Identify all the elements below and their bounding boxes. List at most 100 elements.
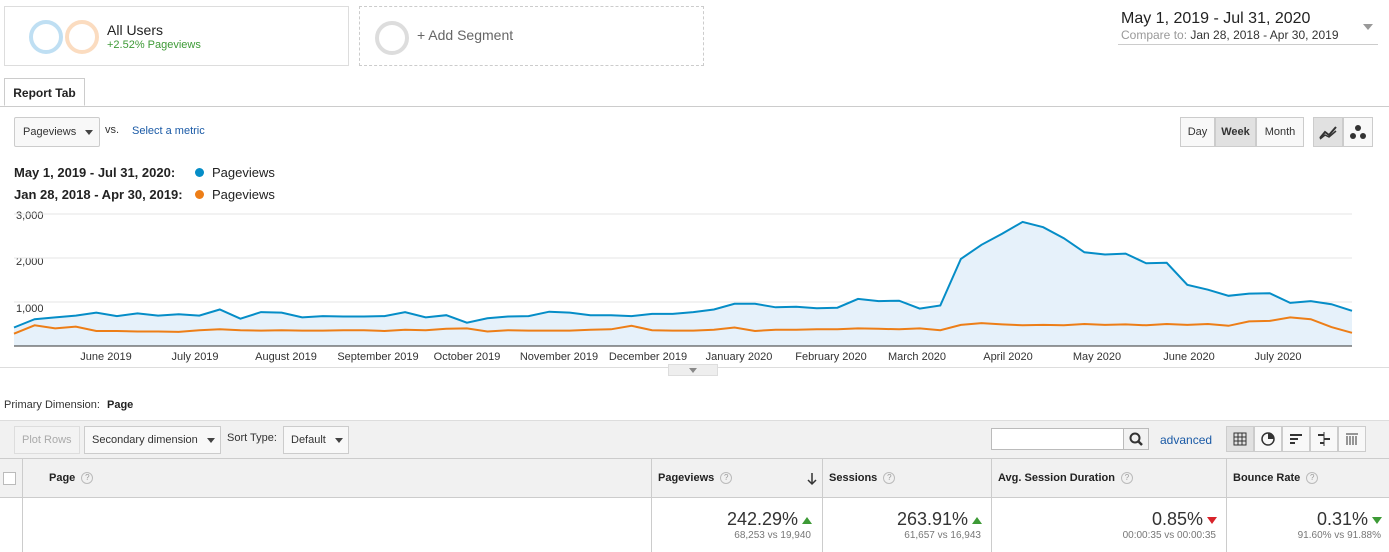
column-header-label: Bounce Rate [1233,472,1301,484]
trend-up-icon [972,516,982,524]
segment-all-users[interactable]: All Users +2.52% Pageviews [4,6,349,66]
x-tick: July 2019 [171,351,219,363]
chart-type-group [1313,117,1373,147]
total-pageviews-detail: 68,253 vs 19,940 [734,530,811,541]
total-value: 242.29% [726,509,798,529]
advanced-filter-link[interactable]: advanced [1160,433,1213,447]
secondary-dimension-select[interactable]: Secondary dimension [84,426,221,454]
primary-dimension-page[interactable]: Page [107,399,134,411]
x-tick: June 2020 [1163,351,1215,363]
add-segment-button[interactable]: + Add Segment [359,6,704,66]
date-range-underline [1118,44,1378,45]
total-avg-duration-detail: 00:00:35 vs 00:00:35 [1122,530,1216,541]
pivot-icon [1346,433,1358,445]
help-icon[interactable]: ? [883,472,896,485]
total-pageviews-change: 242.29% [727,509,812,530]
table-view-group [1226,426,1366,452]
column-header-pageviews[interactable]: Pageviews? [658,472,733,485]
column-header-avg-session-duration[interactable]: Avg. Session Duration? [998,472,1133,485]
trend-down-icon [1207,516,1217,524]
column-header-bounce-rate[interactable]: Bounce Rate? [1233,472,1319,485]
legend-dot-previous [195,190,204,199]
x-tick: December 2019 [608,351,688,363]
granularity-day-button[interactable]: Day [1180,117,1215,147]
select-metric-link[interactable]: Select a metric [132,125,205,137]
x-tick: February 2020 [795,351,867,363]
chevron-down-icon [335,438,343,443]
bar-chart-icon [1290,434,1302,444]
comparison-view-button[interactable] [1310,426,1338,452]
total-avg-duration-change: 0.85% [1152,509,1217,530]
data-table-view-button[interactable] [1226,426,1254,452]
sort-type-value: Default [291,434,326,446]
x-tick: March 2020 [887,351,947,363]
help-icon[interactable]: ? [1306,472,1319,485]
tab-report[interactable]: Report Tab [4,78,85,106]
y-tick: 1,000 [16,303,44,315]
comparison-icon [1318,432,1330,446]
column-header-label: Avg. Session Duration [998,472,1115,484]
date-range-main: May 1, 2019 - Jul 31, 2020 [1121,10,1311,27]
legend-range-current: May 1, 2019 - Jul 31, 2020: [14,165,176,180]
x-tick: June 2019 [80,351,132,363]
chevron-down-icon [85,130,93,135]
motion-chart-button[interactable] [1343,117,1373,147]
chevron-down-icon [689,368,697,373]
trend-up-icon [802,516,812,524]
chart-resize-handle[interactable] [668,364,718,376]
trend-down-icon [1372,516,1382,524]
compare-value: Jan 28, 2018 - Apr 30, 2019 [1190,28,1339,42]
x-tick: April 2020 [983,351,1033,363]
grid-icon [1233,432,1247,446]
plot-rows-button[interactable]: Plot Rows [14,426,80,454]
column-header-label: Pageviews [658,472,715,484]
legend-name-current: Pageviews [212,165,275,180]
total-sessions-change: 263.91% [897,509,982,530]
total-sessions-detail: 61,657 vs 16,943 [904,530,981,541]
column-header-label: Page [49,472,76,484]
bubble-chart-icon [1350,125,1366,139]
help-icon[interactable]: ? [1120,472,1133,485]
add-segment-label: + Add Segment [417,27,514,43]
series-line-previous [13,316,1353,335]
table-search-input[interactable] [991,428,1124,450]
legend-dot-current [195,168,204,177]
select-all-checkbox[interactable] [3,472,16,485]
pageviews-chart[interactable] [0,200,1389,350]
column-header-sessions[interactable]: Sessions? [829,472,896,485]
segment-donut-icon [29,20,99,54]
secondary-dimension-label: Secondary dimension [92,434,198,446]
search-button[interactable] [1123,428,1149,450]
tab-divider [0,106,1389,107]
search-icon [1129,432,1143,446]
table-header [0,458,1389,498]
pie-view-button[interactable] [1254,426,1282,452]
line-chart-button[interactable] [1313,117,1343,147]
sort-desc-arrow-icon[interactable] [807,472,817,486]
x-tick: September 2019 [337,351,419,363]
help-icon[interactable]: ? [81,472,94,485]
performance-view-button[interactable] [1282,426,1310,452]
granularity-week-button[interactable]: Week [1215,117,1256,147]
help-icon[interactable]: ? [720,472,733,485]
y-tick: 3,000 [16,210,44,222]
chevron-down-icon[interactable] [1363,24,1373,30]
sort-type-select[interactable]: Default [283,426,349,454]
column-header-page[interactable]: Page? [49,472,94,485]
granularity-group: Day Week Month [1180,117,1304,147]
x-tick: November 2019 [519,351,599,363]
total-bounce-rate-change: 0.31% [1317,509,1382,530]
metric-select-value: Pageviews [23,126,77,138]
segment-subtitle: +2.52% Pageviews [107,39,201,51]
date-range-compare: Compare to: Jan 28, 2018 - Apr 30, 2019 [1121,28,1339,42]
y-tick: 2,000 [16,256,44,268]
legend-name-previous: Pageviews [212,187,275,202]
column-header-label: Sessions [829,472,878,484]
granularity-month-button[interactable]: Month [1256,117,1304,147]
pivot-view-button[interactable] [1338,426,1366,452]
column-divider [1226,458,1227,552]
pie-chart-icon [1261,432,1275,446]
chevron-down-icon [207,438,215,443]
metric-select[interactable]: Pageviews [14,117,100,147]
x-tick: January 2020 [705,351,773,363]
